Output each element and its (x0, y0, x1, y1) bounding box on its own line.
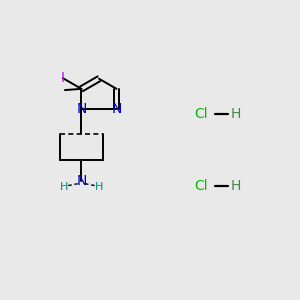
Text: H: H (230, 107, 241, 121)
Text: N: N (76, 102, 87, 116)
Text: I: I (61, 71, 65, 85)
Text: N: N (111, 102, 122, 116)
Text: H: H (230, 179, 241, 193)
Text: H: H (60, 182, 68, 192)
Text: N: N (76, 174, 87, 188)
Text: H: H (95, 182, 103, 192)
Text: Cl: Cl (194, 107, 208, 121)
Text: Cl: Cl (194, 179, 208, 193)
